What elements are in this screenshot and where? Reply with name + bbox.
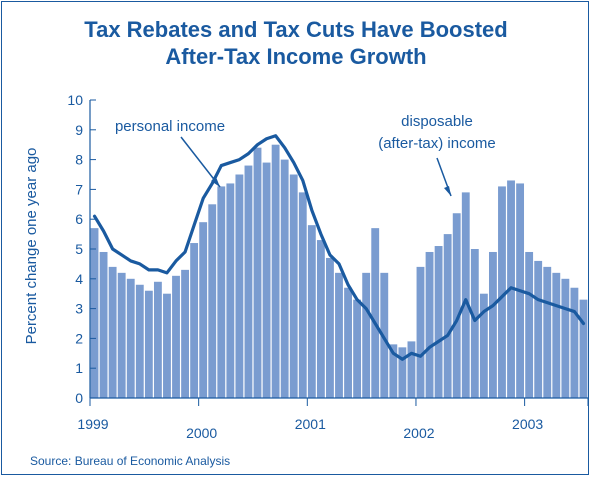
bar [253,147,262,398]
line-layer [92,134,586,361]
personal-income-arrowhead [211,177,220,187]
x-tick-label: 2001 [295,416,326,432]
bar [126,278,135,398]
bar [217,186,226,398]
bar [226,183,235,398]
bar [534,260,543,398]
y-tick-label: 2 [75,330,83,346]
x-tick-label: 1999 [77,416,108,432]
bar [443,234,452,398]
personal-income-annotation: personal income [115,118,225,135]
personal-income-pointer [180,136,221,188]
bar [144,290,153,398]
x-tick-label: 2003 [512,416,543,432]
bar [389,344,398,398]
bar [407,341,416,398]
bar [280,159,289,398]
bar [461,192,470,398]
disposable-arrowhead [444,186,451,196]
disposable-annotation-line2: (after-tax) income [378,135,496,152]
bar [525,251,534,398]
bar [434,246,443,398]
bar [479,293,488,398]
bar [344,287,352,398]
bar [335,272,343,398]
bar [163,293,171,398]
bar [425,251,434,398]
bar [307,225,316,398]
bar [316,240,325,398]
bar [244,165,253,398]
bar [416,266,425,398]
bar [117,272,126,398]
bar [90,228,99,398]
y-tick-label: 1 [75,360,83,376]
bar [543,266,552,398]
bar [199,222,208,398]
bar [371,228,380,398]
y-tick-label: 7 [75,181,83,197]
bar [552,272,561,398]
bar [489,251,497,398]
disposable-annotation-line1: disposable [401,113,473,130]
bar [353,299,362,398]
bar [452,213,461,398]
bar [398,347,407,398]
x-tick-label: 2002 [403,425,434,441]
bar [208,204,217,398]
y-tick-label: 8 [75,152,83,168]
bar [190,243,199,398]
bar [135,284,144,398]
bar [289,174,298,398]
bar [262,162,271,398]
chart-title: Tax Rebates and Tax Cuts Have Boosted [84,17,507,42]
y-tick-label: 4 [75,271,83,287]
bar [298,192,307,398]
bar [235,174,244,398]
bar [561,278,570,398]
source-note: Source: Bureau of Economic Analysis [30,454,230,468]
x-tick-label: 2000 [186,425,217,441]
axes-layer: 0 1 2 3 4 5 6 7 8 9 10 1999 2000 2001 2002 2003 [67,92,589,441]
bar [99,251,108,398]
y-tick-label: 6 [75,211,83,227]
y-tick-label: 5 [75,241,83,257]
bar [570,287,579,398]
bar [498,186,506,398]
bars-layer [90,144,588,398]
bar [362,272,371,398]
y-tick-label: 0 [75,390,83,406]
y-tick-label: 10 [67,92,83,108]
bar [108,266,117,398]
bar [326,257,334,398]
bar [470,249,479,398]
bar [172,275,180,398]
y-axis-label: Percent change one year ago [23,148,40,345]
y-tick-label: 3 [75,301,83,317]
bar [271,144,280,398]
personal-income-line [92,134,586,361]
bar [181,269,189,398]
bar [579,299,588,398]
y-tick-label: 9 [75,122,83,138]
chart-subtitle: After-Tax Income Growth [165,44,426,69]
bar [153,281,162,398]
